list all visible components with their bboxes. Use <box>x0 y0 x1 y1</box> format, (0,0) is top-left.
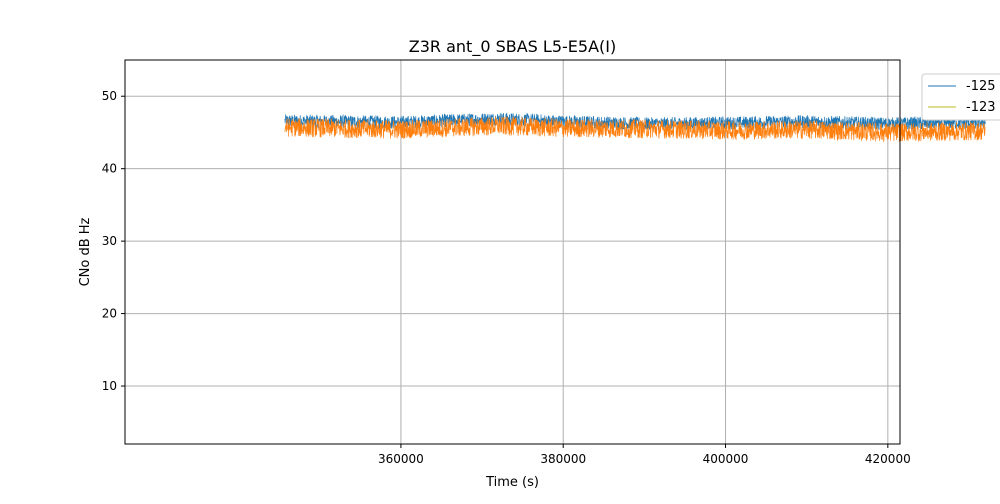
y-tick-label: 30 <box>102 234 117 248</box>
x-tick-label: 420000 <box>865 452 911 466</box>
x-axis-label: Time (s) <box>485 475 539 490</box>
x-tick-label: 380000 <box>540 452 586 466</box>
chart-title: Z3R ant_0 SBAS L5-E5A(I) <box>409 37 616 57</box>
y-axis-label: CNo dB Hz <box>78 217 93 286</box>
y-tick-label: 10 <box>102 379 117 393</box>
series-layer <box>284 112 986 143</box>
legend-label: -125 <box>966 79 996 94</box>
series-line-1 <box>284 116 986 143</box>
y-tick-label: 20 <box>102 307 117 321</box>
ticks: 360000 380000 400000 420000 10 20 30 40 50 <box>102 89 911 466</box>
legend: -125 -123 <box>921 73 1000 121</box>
legend-label: -123 <box>966 100 996 115</box>
y-tick-label: 50 <box>102 89 117 103</box>
x-tick-label: 400000 <box>703 452 749 466</box>
plot-frame <box>124 59 901 445</box>
x-tick-label: 360000 <box>378 452 424 466</box>
y-tick-label: 40 <box>102 162 117 176</box>
